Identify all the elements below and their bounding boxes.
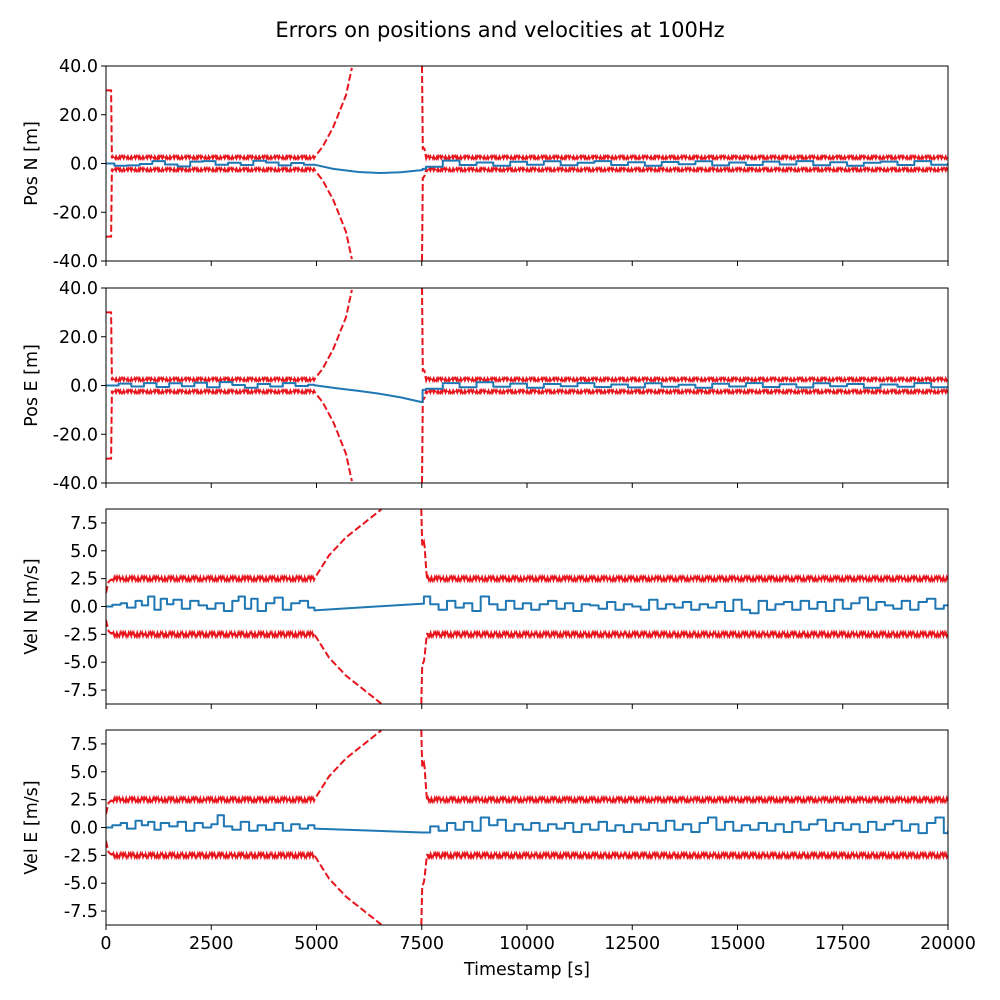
y-tick-label-vel-e: 7.5	[70, 735, 98, 755]
bound-upper-pos-e	[106, 289, 353, 384]
bound-reset-lower-vel-n	[420, 629, 948, 704]
y-tick-label-vel-e: 0.0	[70, 819, 98, 839]
y-tick-label-pos-n: -40.0	[53, 252, 98, 272]
bound-reset-upper-vel-n	[420, 509, 948, 584]
panel-vel-n: -7.5 -5.0 -2.5 0.0 2.5 5.0 7.5 Vel N [m/s]	[22, 508, 949, 709]
x-axis-label: Timestamp [s]	[463, 960, 590, 980]
y-tick-label-vel-e: 5.0	[70, 763, 98, 783]
bound-upper-pos-n	[106, 67, 353, 162]
y-tick-label-vel-e: -5.0	[64, 874, 98, 894]
y-tick-label-vel-n: 0.0	[70, 598, 98, 618]
panel-pos-e: -40.0 -20.0 0.0 20.0 40.0 Pos E [m]	[22, 279, 949, 494]
y-tick-label-pos-n: 40.0	[59, 57, 98, 77]
panels: -40.0 -20.0 0.0 20.0 40.0 Pos N [m] -40.0 -20.0…	[22, 57, 976, 954]
plot-area-vel-e	[106, 730, 948, 925]
y-tick-label-pos-e: 40.0	[59, 279, 98, 299]
y-tick-label-pos-n: 0.0	[70, 155, 98, 175]
y-tick-label-pos-e: 0.0	[70, 377, 98, 397]
bound-lower-pos-n	[106, 165, 353, 260]
x-tick-label: 2500	[189, 934, 234, 954]
error-series-pos-e	[106, 381, 948, 404]
y-tick-label-vel-n: -7.5	[64, 681, 98, 701]
error-series-vel-e	[106, 814, 948, 835]
y-tick-label-vel-n: -2.5	[64, 625, 98, 645]
x-tick-label: 15000	[710, 934, 766, 954]
plot-area-pos-n	[106, 66, 948, 261]
y-tick-label-vel-n: 7.5	[70, 514, 98, 534]
bound-reset-lower-vel-e	[420, 850, 948, 925]
bound-reset-lower-pos-n	[421, 165, 948, 261]
x-tick-label: 7500	[399, 934, 444, 954]
bound-lower-vel-e	[106, 840, 382, 925]
y-tick-label-vel-n: 2.5	[70, 570, 98, 590]
y-tick-label-pos-e: 20.0	[59, 328, 98, 348]
panel-vel-e: -7.5 -5.0 -2.5 0.0 2.5 5.0 7.5 0 2500 5000 7500 100…	[22, 729, 976, 954]
y-axis-label-vel-e: Vel E [m/s]	[22, 780, 42, 874]
x-tick-label: 12500	[604, 934, 660, 954]
bound-reset-upper-vel-e	[420, 730, 948, 805]
y-tick-label-vel-e: -2.5	[64, 846, 98, 866]
bound-upper-vel-e	[106, 730, 382, 815]
y-axis-label-pos-n: Pos N [m]	[22, 121, 42, 206]
bound-reset-upper-pos-n	[421, 66, 948, 162]
error-series-pos-n	[106, 159, 948, 174]
error-series-vel-n	[106, 595, 948, 615]
y-tick-label-vel-n: 5.0	[70, 542, 98, 562]
bound-reset-upper-pos-e	[421, 288, 948, 384]
y-tick-label-pos-n: -20.0	[53, 203, 98, 223]
bound-upper-vel-n	[106, 509, 382, 594]
x-tick-label: 5000	[294, 934, 339, 954]
x-tick-label: 0	[100, 934, 111, 954]
y-tick-label-vel-e: 2.5	[70, 791, 98, 811]
y-tick-label-vel-n: -5.0	[64, 653, 98, 673]
panel-pos-n: -40.0 -20.0 0.0 20.0 40.0 Pos N [m]	[22, 57, 949, 272]
figure-title: Errors on positions and velocities at 10…	[275, 18, 724, 42]
y-axis-label-vel-n: Vel N [m/s]	[22, 558, 42, 654]
x-tick-label: 10000	[499, 934, 555, 954]
y-axis-label-pos-e: Pos E [m]	[22, 344, 42, 427]
x-tick-label: 20000	[920, 934, 976, 954]
y-tick-label-vel-e: -7.5	[64, 902, 98, 922]
plot-area-pos-e	[106, 288, 948, 483]
bound-lower-pos-e	[106, 387, 353, 482]
bound-reset-lower-pos-e	[421, 387, 948, 483]
y-tick-label-pos-e: -20.0	[53, 425, 98, 445]
y-tick-label-pos-e: -40.0	[53, 474, 98, 494]
plot-area-vel-n	[106, 509, 948, 704]
bound-lower-vel-n	[106, 619, 382, 704]
y-tick-label-pos-n: 20.0	[59, 106, 98, 126]
x-tick-label: 17500	[815, 934, 871, 954]
